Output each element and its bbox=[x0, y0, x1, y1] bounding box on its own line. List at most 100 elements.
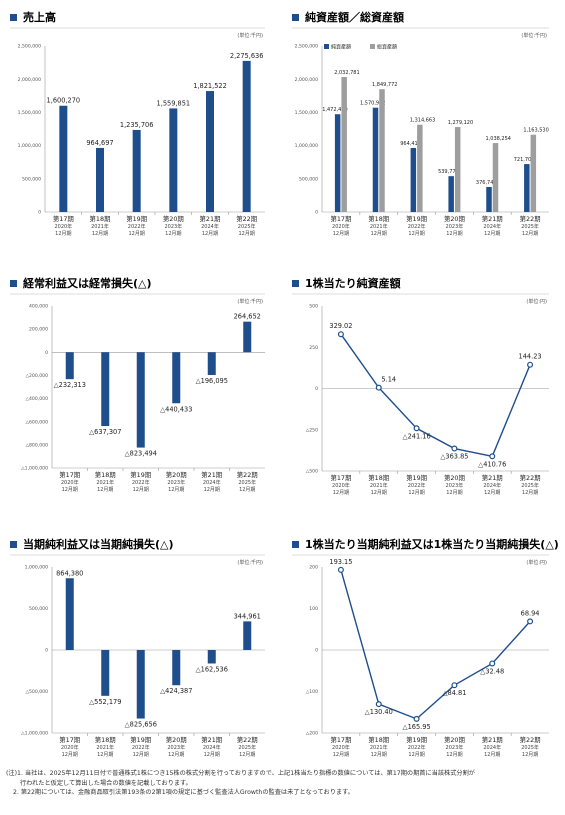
ordinary-category-month: 12月期 bbox=[133, 487, 149, 493]
netincome-category-year: 2021年 bbox=[96, 744, 114, 751]
assets-category-label: 第21期 bbox=[482, 214, 503, 223]
ordinary-tick-label: △1,000,000 bbox=[21, 466, 48, 472]
bps-tick-label: 250 bbox=[309, 345, 318, 351]
assets-legend-swatch-1 bbox=[324, 44, 329, 49]
assets-category-label: 第17期 bbox=[330, 214, 351, 223]
assets-bar-1 bbox=[372, 107, 379, 212]
assets-legend-label-1: 純資産額 bbox=[331, 44, 351, 51]
assets-bar-1 bbox=[448, 176, 454, 212]
bps-point bbox=[337, 331, 344, 338]
eps-point bbox=[337, 566, 344, 573]
netincome-title: 当期純利益又は当期純損失(△) bbox=[23, 537, 174, 551]
sales-bar bbox=[132, 129, 141, 212]
assets-category-month: 12月期 bbox=[484, 231, 500, 237]
ordinary-title-marker bbox=[10, 280, 17, 287]
eps-point bbox=[527, 618, 534, 625]
eps-category-label: 第17期 bbox=[330, 735, 351, 744]
eps-category-month: 12月期 bbox=[408, 752, 424, 758]
bps-data-label: △410.76 bbox=[478, 460, 506, 468]
sales-category-month: 12月期 bbox=[55, 231, 71, 237]
netincome-category-label: 第19期 bbox=[130, 735, 151, 744]
eps-category-year: 2022年 bbox=[408, 744, 426, 751]
netincome-category-label: 第20期 bbox=[166, 735, 187, 744]
bps-category-label: 第17期 bbox=[330, 473, 351, 482]
ordinary-bar bbox=[136, 352, 145, 448]
bps-category-month: 12月期 bbox=[446, 490, 462, 496]
eps-category-year: 2025年 bbox=[521, 744, 539, 751]
ordinary-category-label: 第18期 bbox=[95, 470, 116, 479]
footnote-1: (注)1. 当社は、2025年12月11日付で普通株式1株につき15株の株式分割… bbox=[6, 770, 475, 777]
assets-category-label: 第18期 bbox=[368, 214, 389, 223]
ordinary-data-label: △823,494 bbox=[125, 450, 157, 458]
eps-data-label: 68.94 bbox=[521, 609, 540, 617]
assets-category-year: 2023年 bbox=[446, 223, 464, 230]
assets-tick-label: 0 bbox=[315, 210, 318, 216]
eps-tick-label: 100 bbox=[309, 606, 318, 612]
eps-point bbox=[489, 660, 496, 667]
ordinary-tick-label: △400,000 bbox=[25, 396, 48, 402]
assets-bar-1 bbox=[486, 186, 492, 212]
sales-category-label: 第22期 bbox=[236, 214, 257, 223]
ordinary-category-year: 2020年 bbox=[61, 479, 79, 486]
ordinary-category-year: 2024年 bbox=[203, 479, 221, 486]
bps-category-label: 第19期 bbox=[406, 473, 427, 482]
sales-category-month: 12月期 bbox=[92, 231, 108, 237]
sales-unit: (単位:千円) bbox=[237, 32, 263, 39]
sales-category-label: 第20期 bbox=[163, 214, 184, 223]
bps-title: 1株当たり純資産額 bbox=[305, 276, 401, 290]
assets-tick-label: 500,000 bbox=[299, 176, 318, 182]
bps-point bbox=[451, 445, 458, 452]
netincome-data-label: 344,961 bbox=[234, 612, 261, 620]
eps-tick-label: △100 bbox=[306, 689, 318, 695]
ordinary-category-year: 2025年 bbox=[238, 479, 256, 486]
eps-title: 1株当たり当期純利益又は1株当たり当期純損失(△) bbox=[305, 537, 559, 551]
ordinary-tick-label: △800,000 bbox=[25, 442, 48, 448]
eps-unit: (単位:円) bbox=[526, 559, 547, 566]
assets-bar-2 bbox=[454, 127, 461, 212]
eps-data-label: 193.15 bbox=[329, 558, 352, 566]
assets-legend-swatch-2 bbox=[370, 44, 375, 49]
ordinary-category-month: 12月期 bbox=[239, 487, 255, 493]
assets-data-label-2: 2,032,781 bbox=[334, 70, 359, 76]
footnotes: (注)1. 当社は、2025年12月11日付で普通株式1株につき15株の株式分割… bbox=[6, 769, 558, 798]
sales-data-label: 2,275,636 bbox=[230, 52, 264, 60]
eps-series-line bbox=[340, 569, 531, 720]
sales-tick-label: 500,000 bbox=[22, 176, 41, 182]
eps-category-month: 12月期 bbox=[371, 752, 387, 758]
bps-series-line bbox=[340, 333, 531, 458]
assets-data-label-1: 964,412 bbox=[400, 141, 421, 147]
sales-title-marker bbox=[10, 14, 17, 21]
assets-category-month: 12月期 bbox=[522, 231, 538, 237]
sales-tick-label: 0 bbox=[38, 210, 41, 216]
assets-data-label-1: 721,705 bbox=[514, 157, 535, 163]
sales-bar bbox=[206, 91, 214, 212]
netincome-data-label: 864,380 bbox=[56, 569, 83, 577]
netincome-category-year: 2020年 bbox=[61, 744, 79, 751]
netincome-bar bbox=[65, 578, 74, 650]
bps-data-label: 329.02 bbox=[329, 322, 352, 330]
eps-tick-label: 0 bbox=[315, 648, 318, 654]
sales-title: 売上高 bbox=[23, 10, 56, 24]
eps-point bbox=[451, 682, 458, 689]
ordinary-category-month: 12月期 bbox=[62, 487, 78, 493]
ordinary-category-label: 第19期 bbox=[130, 470, 151, 479]
netincome-category-month: 12月期 bbox=[62, 752, 78, 758]
ordinary-data-label: △637,307 bbox=[89, 428, 121, 436]
bps-point bbox=[489, 453, 496, 460]
sales-tick-label: 1,500,000 bbox=[18, 110, 41, 116]
bps-point bbox=[413, 425, 420, 432]
ordinary-data-label: △232,313 bbox=[54, 381, 86, 389]
ordinary-bar bbox=[243, 321, 252, 353]
sales-category-label: 第19期 bbox=[126, 214, 147, 223]
netincome-data-label: △825,656 bbox=[125, 721, 157, 729]
assets-category-month: 12月期 bbox=[446, 231, 462, 237]
assets-category-year: 2020年 bbox=[332, 223, 350, 230]
assets-category-year: 2025年 bbox=[521, 223, 539, 230]
assets-data-label-2: 1,849,772 bbox=[372, 82, 397, 88]
assets-tick-label: 1,500,000 bbox=[295, 110, 318, 116]
ordinary-category-month: 12月期 bbox=[97, 487, 113, 493]
sales-bar bbox=[59, 105, 68, 212]
ordinary-data-label: 264,652 bbox=[234, 313, 261, 321]
bps-category-month: 12月期 bbox=[371, 490, 387, 496]
assets-category-year: 2021年 bbox=[370, 223, 388, 230]
